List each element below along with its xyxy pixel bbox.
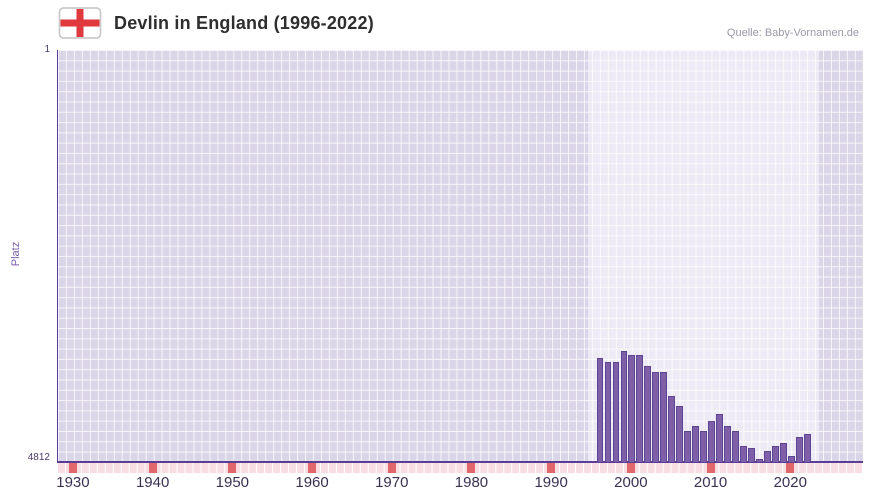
- y-tick-bottom: 4812: [27, 452, 50, 463]
- x-tick-label-1950: 1950: [215, 474, 250, 491]
- bar-2013[interactable]: [732, 431, 739, 462]
- x-tick-label-2010: 2010: [693, 474, 728, 491]
- x-tick-label-1990: 1990: [534, 474, 568, 491]
- x-tick-label-1960: 1960: [295, 474, 329, 491]
- bar-1997[interactable]: [604, 361, 612, 462]
- x-tick-label-1970: 1970: [375, 474, 409, 491]
- bar-2019[interactable]: [779, 443, 787, 462]
- x-tick-mark-1950: [228, 463, 237, 473]
- bar-1998[interactable]: [612, 361, 620, 462]
- bar-1999[interactable]: [620, 351, 628, 462]
- bar-1996[interactable]: [596, 358, 604, 462]
- y-axis-label: Platz: [10, 241, 22, 267]
- bar-2014[interactable]: [740, 446, 747, 462]
- england-flag-icon: [58, 7, 102, 39]
- x-tick-mark-1960: [308, 463, 317, 473]
- bar-2015[interactable]: [748, 448, 755, 462]
- x-tick-mark-2020: [786, 463, 795, 473]
- bar-2006[interactable]: [676, 406, 684, 462]
- x-axis-line: [57, 461, 863, 463]
- x-tick-mark-1990: [547, 463, 556, 473]
- x-tick-mark-2010: [706, 463, 715, 473]
- x-tick-mark-2000: [626, 463, 635, 473]
- bar-2002[interactable]: [644, 365, 652, 462]
- bar-2020[interactable]: [787, 455, 795, 462]
- x-tick-mark-1940: [148, 463, 157, 473]
- x-tick-label-2020: 2020: [773, 474, 807, 491]
- bar-2021[interactable]: [795, 437, 803, 462]
- bar-2012[interactable]: [724, 425, 731, 462]
- x-axis-strip: [57, 463, 862, 473]
- bar-2005[interactable]: [668, 395, 676, 462]
- bar-2009[interactable]: [700, 431, 707, 462]
- x-tick-mark-1970: [387, 463, 396, 473]
- y-tick-top: 1: [44, 44, 50, 55]
- bar-2004[interactable]: [660, 371, 668, 462]
- page-title: Devlin in England (1996-2022): [114, 13, 374, 33]
- bar-2018[interactable]: [771, 446, 779, 462]
- bar-2017[interactable]: [763, 450, 771, 462]
- x-tick-label-1940: 1940: [135, 474, 170, 491]
- bar-2007[interactable]: [684, 431, 692, 462]
- bar-2008[interactable]: [692, 425, 699, 462]
- x-tick-label-2000: 2000: [614, 474, 648, 491]
- bar-2003[interactable]: [652, 371, 660, 462]
- bar-2011[interactable]: [716, 413, 723, 462]
- bar-2022[interactable]: [803, 434, 811, 462]
- x-tick-labels: 1930 1940 1950 1960 1970 1980 1990 2000 2010 2020: [56, 472, 862, 496]
- bar-2016[interactable]: [755, 459, 763, 462]
- x-tick-label-1980: 1980: [454, 474, 489, 491]
- source-link[interactable]: Quelle: Baby-Vornamen.de: [726, 27, 859, 39]
- plot-area: [57, 50, 863, 462]
- x-tick-label-1930: 1930: [56, 474, 90, 491]
- x-tick-mark-1980: [467, 463, 476, 473]
- bar-2000[interactable]: [628, 354, 636, 462]
- bar-2001[interactable]: [636, 354, 644, 462]
- x-tick-mark-1930: [68, 463, 77, 473]
- bar-2010[interactable]: [708, 420, 715, 462]
